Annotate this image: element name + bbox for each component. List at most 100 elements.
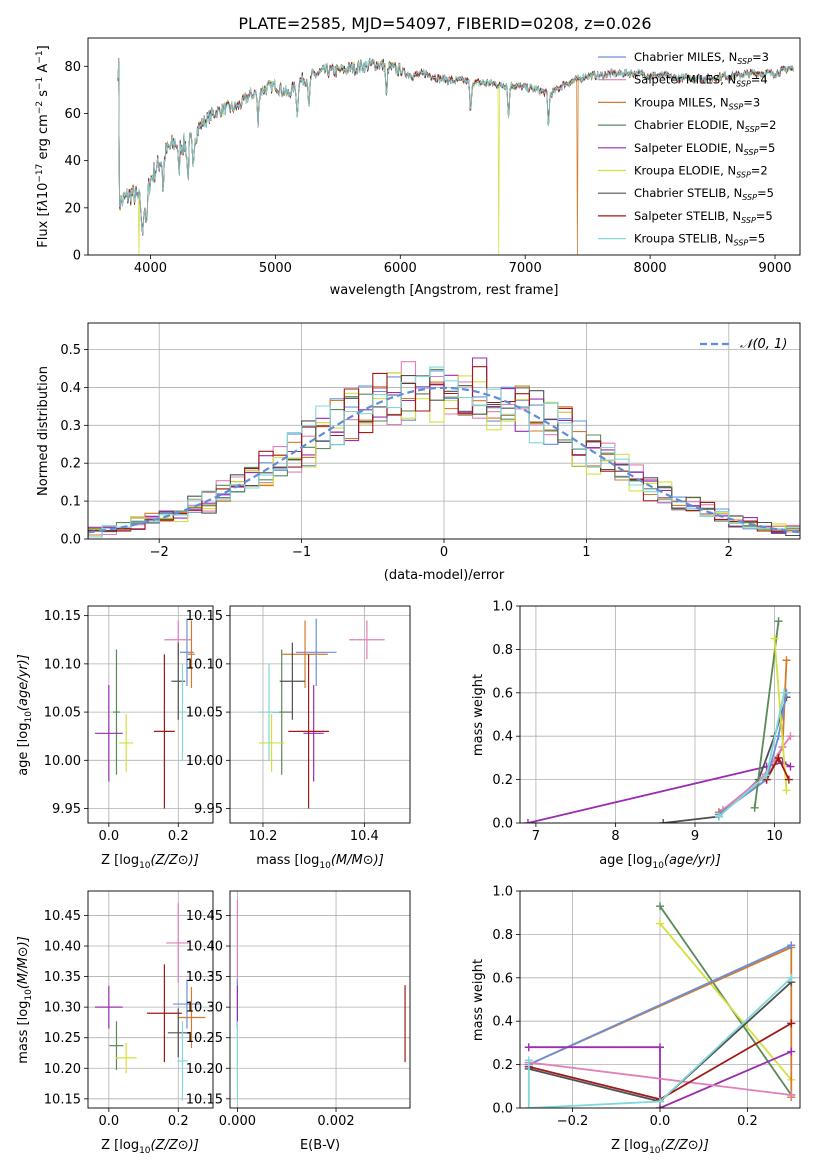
label-part: A bbox=[36, 64, 51, 77]
axes-residuals: −2 −1 0 1 2 0.0 0.1 0.2 0.3 0.4 0.5 bbox=[60, 323, 800, 560]
weight-line bbox=[527, 761, 791, 823]
legend-gaussian-label: 𝒩(0, 1) bbox=[740, 337, 787, 352]
y-tick-label: 10.05 bbox=[44, 706, 81, 721]
errorbar-point bbox=[171, 642, 186, 720]
weight-marker bbox=[770, 634, 779, 643]
legend-entry: Salpeter STELIB, NSSP=5 bbox=[634, 209, 773, 225]
label-part: λ bbox=[36, 199, 51, 208]
weight-line bbox=[722, 735, 792, 811]
x-tick-label: 8000 bbox=[634, 261, 667, 276]
label-part: Salpeter MILES, N bbox=[634, 73, 736, 87]
label-part: SSP bbox=[729, 102, 744, 111]
y-tick-label: 0.2 bbox=[492, 773, 513, 788]
y-tick-label: 0.0 bbox=[60, 533, 81, 548]
label-part: Chabrier ELODIE, N bbox=[634, 118, 745, 132]
weight-marker bbox=[774, 753, 783, 762]
y-tick-label: 0.6 bbox=[492, 686, 513, 701]
y-tick-label: 0.8 bbox=[492, 928, 513, 943]
weight-marker bbox=[774, 617, 783, 626]
errorbar-point bbox=[279, 642, 306, 720]
label-part: (Z/Z⊙)] bbox=[661, 1138, 709, 1153]
x-tick-label: 0.0 bbox=[98, 1114, 119, 1129]
y-tick-label: 1.0 bbox=[492, 885, 513, 900]
y-tick-label: 1.0 bbox=[492, 600, 513, 615]
weight-marker bbox=[787, 1019, 796, 1028]
legend-entry: Chabrier STELIB, NSSP=5 bbox=[634, 186, 774, 202]
lines-weight-vs-age bbox=[523, 617, 795, 823]
x-axis-label-mass-vs-EBV: E(B-V) bbox=[300, 1138, 340, 1153]
errorbar-point bbox=[188, 620, 195, 688]
label-part: Flux [f bbox=[36, 206, 51, 247]
weight-marker bbox=[524, 1043, 533, 1052]
y-tick-label: 0.1 bbox=[60, 495, 81, 510]
label-part: (Z/Z⊙)] bbox=[151, 853, 199, 868]
axes-weight-vs-Z: −0.2 0.0 0.2 0.0 0.2 0.4 0.6 0.8 1.0 bbox=[492, 885, 800, 1129]
weight-marker bbox=[782, 656, 791, 665]
axes-frame-weight-vs-Z bbox=[519, 890, 801, 1109]
label-part: SSP bbox=[734, 239, 749, 248]
x-tick-label: 1 bbox=[582, 545, 590, 560]
weight-line bbox=[753, 621, 780, 808]
y-tick-label: 0.2 bbox=[60, 457, 81, 472]
weight-marker bbox=[787, 973, 796, 982]
axes-spectrum: 4000 5000 6000 7000 8000 9000 0 20 40 60 80 bbox=[64, 60, 791, 276]
y-tick-label: 0.4 bbox=[492, 730, 513, 745]
axes-mass-vs-EBV: 0.000 0.002 10.15 10.20 10.25 10.30 10.35 10.40… bbox=[186, 891, 410, 1129]
x-tick-label: 7000 bbox=[509, 261, 542, 276]
label-part: SSP bbox=[741, 216, 756, 225]
errorbar-point bbox=[173, 979, 201, 1029]
y-tick-label: 10.20 bbox=[186, 1062, 223, 1077]
legend-entry: Kroupa MILES, NSSP=3 bbox=[634, 95, 760, 111]
label-part: =4 bbox=[751, 73, 768, 87]
x-axis-label-age-vs-Z: Z [log10(Z/Z⊙)] bbox=[101, 853, 199, 871]
errorbar-point bbox=[113, 649, 120, 775]
label-part: SSP bbox=[737, 57, 752, 66]
spectrum-line bbox=[117, 58, 794, 235]
y-axis-label-mass-vs-Z: mass [log10(M/M⊙)] bbox=[16, 936, 34, 1064]
weight-line bbox=[659, 922, 792, 1081]
axes-mass-vs-Z: 0.0 0.2 10.15 10.20 10.25 10.30 10.35 10.40 10.4… bbox=[44, 891, 213, 1129]
errorbar-point bbox=[177, 986, 206, 1049]
y-tick-label: 0.5 bbox=[60, 343, 81, 358]
label-part: =5 bbox=[756, 209, 773, 223]
y-tick-label: 10.15 bbox=[44, 609, 81, 624]
errorbars-mass-vs-EBV bbox=[236, 900, 406, 1101]
weight-line bbox=[773, 638, 788, 791]
y-axis-label-age-vs-Z: age [log10(age/yr)] bbox=[16, 654, 34, 776]
label-part: s bbox=[36, 90, 51, 101]
label-part: 10 bbox=[24, 989, 34, 1001]
y-tick-label: 10.35 bbox=[186, 970, 223, 985]
y-tick-label: 10.30 bbox=[44, 1001, 81, 1016]
y-axis-label-spectrum: Flux [fλ10−17 erg cm−2 s−1 A−1] bbox=[35, 45, 51, 247]
axes-frame-mass-vs-Z bbox=[87, 890, 214, 1109]
x-tick-label: 0.2 bbox=[737, 1114, 758, 1129]
label-part: age [log bbox=[16, 723, 31, 776]
label-part: =3 bbox=[752, 50, 769, 64]
axes-frame-age-vs-mass bbox=[229, 605, 411, 824]
y-tick-label: 0.6 bbox=[492, 971, 513, 986]
label-part: 10 bbox=[36, 183, 51, 200]
y-axis-label-weight-vs-age: mass weight bbox=[471, 674, 486, 756]
spectrum-plot bbox=[117, 57, 794, 255]
y-tick-label: 10.05 bbox=[186, 706, 223, 721]
label-part: −1 bbox=[35, 77, 45, 90]
errorbar-point bbox=[295, 618, 337, 687]
axes-weight-vs-age: 7 8 9 10 0.0 0.2 0.4 0.6 0.8 1.0 bbox=[492, 600, 800, 844]
y-tick-label: 10.10 bbox=[186, 657, 223, 672]
y-tick-label: 10.20 bbox=[44, 1062, 81, 1077]
weight-marker bbox=[786, 762, 795, 771]
weight-marker bbox=[782, 786, 791, 795]
errorbar-point bbox=[349, 620, 385, 660]
legend-entry: Salpeter ELODIE, NSSP=5 bbox=[634, 141, 775, 157]
label-part: 10 bbox=[24, 711, 34, 723]
y-tick-label: 10.15 bbox=[44, 1092, 81, 1107]
errorbars-age-vs-mass bbox=[258, 618, 385, 809]
legend-entry: Chabrier MILES, NSSP=3 bbox=[634, 50, 769, 66]
weight-marker bbox=[656, 1043, 664, 1052]
y-tick-label: 60 bbox=[64, 107, 81, 122]
label-part: Kroupa MILES, N bbox=[634, 95, 729, 109]
weight-marker bbox=[523, 819, 532, 823]
label-part: Chabrier STELIB, N bbox=[634, 186, 742, 200]
x-tick-label: 0.000 bbox=[219, 1114, 256, 1129]
